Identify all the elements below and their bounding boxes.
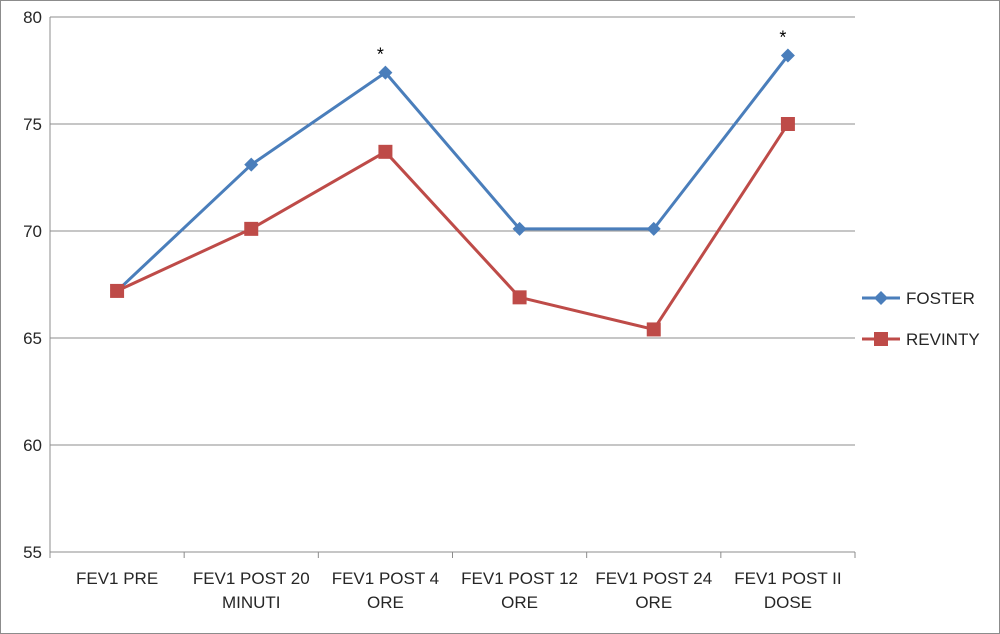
x-category-label: FEV1 PRE [76,569,158,588]
y-tick-label: 65 [23,329,42,348]
y-tick-label: 80 [23,8,42,27]
legend-marker-foster [874,291,888,305]
x-category-label: FEV1 POST 24 ORE [595,569,712,612]
data-point-revinty [244,221,259,236]
x-category-label: FEV1 POST 20 MINUTI [193,569,310,612]
significance-annotation: * [377,45,384,65]
y-tick-label: 55 [23,543,42,562]
data-point-foster [780,48,795,63]
y-tick-label: 60 [23,436,42,455]
x-category-label: FEV1 POST 12 ORE [461,569,578,612]
data-point-revinty [378,144,393,159]
data-point-revinty [646,322,661,337]
data-point-foster [244,157,259,172]
y-tick-label: 70 [23,222,42,241]
x-category-label: FEV1 POST II DOSE [734,569,841,612]
data-point-revinty [512,290,527,305]
legend-label-revinty: REVINTY [906,330,980,349]
y-tick-label: 75 [23,115,42,134]
data-point-revinty [110,283,125,298]
series-line-revinty [116,123,790,331]
legend-marker-revinty [874,332,888,346]
significance-annotation: * [779,28,786,48]
series-line-foster [116,54,790,293]
legend-label-foster: FOSTER [906,289,975,308]
data-point-revinty [780,117,795,131]
data-point-foster [646,221,661,236]
data-point-foster [512,221,527,236]
x-category-label: FEV1 POST 4 ORE [332,569,439,612]
data-point-foster [378,65,393,80]
